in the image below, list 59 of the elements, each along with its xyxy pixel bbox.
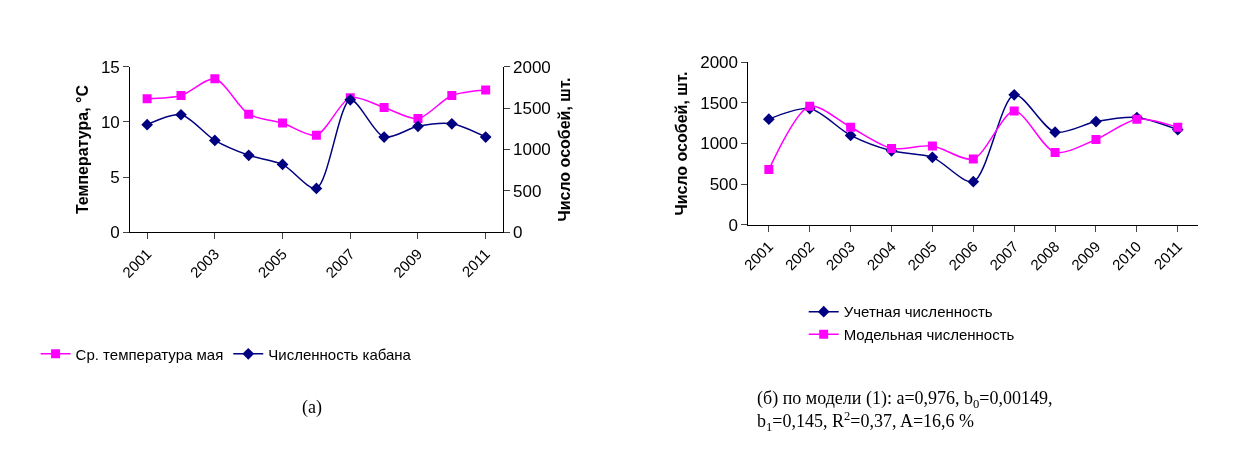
y2-axis-title: Число особей, шт. <box>555 77 573 222</box>
point <box>846 122 856 132</box>
legend-label: Ср. температура мая <box>75 345 224 363</box>
y2-tick-label: 500 <box>513 181 542 201</box>
point <box>1050 147 1060 157</box>
point <box>1090 115 1102 128</box>
y2-tick-label: 0 <box>513 223 523 243</box>
point <box>413 114 423 124</box>
point <box>887 143 897 153</box>
text: (б) по модели (1): a=0,976, b$_{0}$=0,00149, b$_{1}$=0,145, R$^{2}$=0,37, A=16,6 % <box>757 388 1053 435</box>
point <box>763 113 775 126</box>
y-tick-label: 500 <box>709 175 738 195</box>
point <box>927 141 937 151</box>
y-tick-label: 5 <box>110 168 120 188</box>
point <box>142 94 152 104</box>
y-tick-label: 10 <box>100 112 120 132</box>
point <box>242 149 255 162</box>
point <box>764 165 774 175</box>
point <box>141 118 153 131</box>
point <box>481 85 491 95</box>
point <box>445 118 458 130</box>
point <box>412 120 424 133</box>
point <box>805 101 815 111</box>
point <box>1091 134 1101 144</box>
point <box>1049 126 1061 139</box>
y-tick-label: 15 <box>100 57 120 77</box>
text: (а) <box>302 397 322 418</box>
point <box>208 134 221 147</box>
point <box>926 151 939 164</box>
legend-label: Численность кабана <box>268 345 412 363</box>
point <box>311 130 321 140</box>
point <box>1008 88 1021 101</box>
y-axis-title: Число особей, шт. <box>673 71 691 216</box>
point <box>175 108 187 121</box>
y-tick-label: 1000 <box>700 134 738 154</box>
point <box>447 90 457 100</box>
y2-tick-label: 1000 <box>513 140 551 160</box>
y-axis-title: Температура, °C <box>73 84 91 215</box>
point <box>1009 106 1019 116</box>
point <box>278 118 288 128</box>
y-tick-label: 1500 <box>700 93 738 113</box>
point <box>1173 122 1183 132</box>
point <box>176 90 186 100</box>
point <box>967 175 980 188</box>
point <box>379 103 389 113</box>
y-tick-label: 2000 <box>700 53 738 73</box>
legend-label: Модельная численность <box>843 325 1015 343</box>
y-tick-label: 0 <box>110 223 120 243</box>
legend-label: Учетная численность <box>843 303 993 321</box>
point <box>479 131 492 143</box>
point <box>310 182 323 195</box>
y2-tick-label: 1500 <box>513 99 551 119</box>
point <box>210 74 220 84</box>
point <box>378 131 390 143</box>
y2-tick-label: 2000 <box>513 57 551 77</box>
point <box>968 154 978 164</box>
point <box>276 158 289 171</box>
y-tick-label: 0 <box>728 215 738 235</box>
point <box>244 109 254 119</box>
